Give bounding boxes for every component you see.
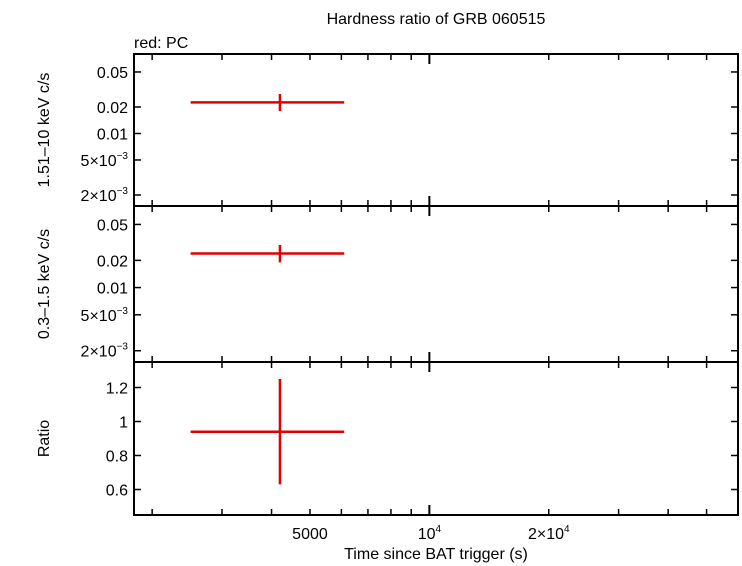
x-axis-label: Time since BAT trigger (s)	[344, 546, 528, 563]
chart-title: Hardness ratio of GRB 060515	[327, 11, 546, 28]
y-axis-label: 1.51–10 keV c/s	[36, 73, 53, 188]
x-tick-label-base: 2×10	[528, 526, 564, 543]
y-tick-label-base: 0.02	[97, 100, 128, 117]
y-tick-label-exp: −3	[117, 186, 129, 197]
y-tick-label: 0.05	[97, 217, 128, 234]
panel-bottom: 1.2 1 0.8 0.6 Ratio	[36, 361, 739, 516]
y-tick-label-base: 0.05	[97, 217, 128, 234]
x-tick-label: 5000	[292, 526, 328, 543]
panel-top: 0.050.020.015×10−32×10−31.51–10 keV c/s	[36, 53, 739, 207]
y-tick-label: 1	[119, 415, 128, 432]
x-tick-label-exp: 4	[435, 524, 441, 535]
x-tick-label-base: 5000	[292, 526, 328, 543]
y-tick-label-base: 0.05	[97, 65, 128, 82]
y-tick-label-base: 2×10	[81, 188, 117, 205]
y-tick-label-base: 0.01	[97, 126, 128, 143]
y-tick-label-base: 1.2	[106, 381, 128, 398]
y-tick-label: 2×10−3	[81, 186, 129, 205]
y-tick-label-exp: −3	[117, 306, 129, 317]
x-tick-label: 104	[418, 524, 442, 543]
y-tick-label-exp: −3	[117, 151, 129, 162]
y-tick-label: 0.8	[106, 449, 128, 466]
x-tick-label: 2×104	[528, 524, 570, 543]
panel-frame	[133, 53, 739, 207]
panel-frame	[133, 361, 739, 516]
x-tick-label-base: 10	[418, 526, 436, 543]
y-tick-label: 0.6	[106, 483, 128, 500]
y-tick-label: 0.01	[97, 281, 128, 298]
y-tick-label: 1.2	[106, 381, 128, 398]
panel-frame	[133, 205, 739, 363]
y-tick-label-base: 2×10	[81, 344, 117, 361]
y-tick-label-base: 0.6	[106, 483, 128, 500]
y-tick-label: 2×10−3	[81, 342, 129, 361]
y-tick-label-base: 0.01	[97, 281, 128, 298]
y-axis-label: Ratio	[36, 420, 53, 457]
panel-middle: 0.050.020.015×10−32×10−30.3–1.5 keV c/s	[36, 205, 739, 363]
y-tick-label-base: 0.8	[106, 449, 128, 466]
y-tick-label: 0.02	[97, 100, 128, 117]
y-tick-label: 0.02	[97, 253, 128, 270]
x-tick-label-exp: 4	[564, 524, 570, 535]
y-tick-label-exp: −3	[117, 342, 129, 353]
y-tick-label: 0.05	[97, 65, 128, 82]
y-tick-label: 5×10−3	[81, 306, 129, 325]
series-note: red: PC	[134, 35, 188, 52]
panels: 0.050.020.015×10−32×10−31.51–10 keV c/s0…	[36, 53, 739, 543]
y-tick-label-base: 5×10	[81, 308, 117, 325]
y-tick-label: 5×10−3	[81, 151, 129, 170]
y-tick-label-base: 1	[119, 415, 128, 432]
y-tick-label: 0.01	[97, 126, 128, 143]
y-tick-label-base: 5×10	[81, 153, 117, 170]
y-tick-label-base: 0.02	[97, 253, 128, 270]
y-axis-label: 0.3–1.5 keV c/s	[36, 229, 53, 339]
